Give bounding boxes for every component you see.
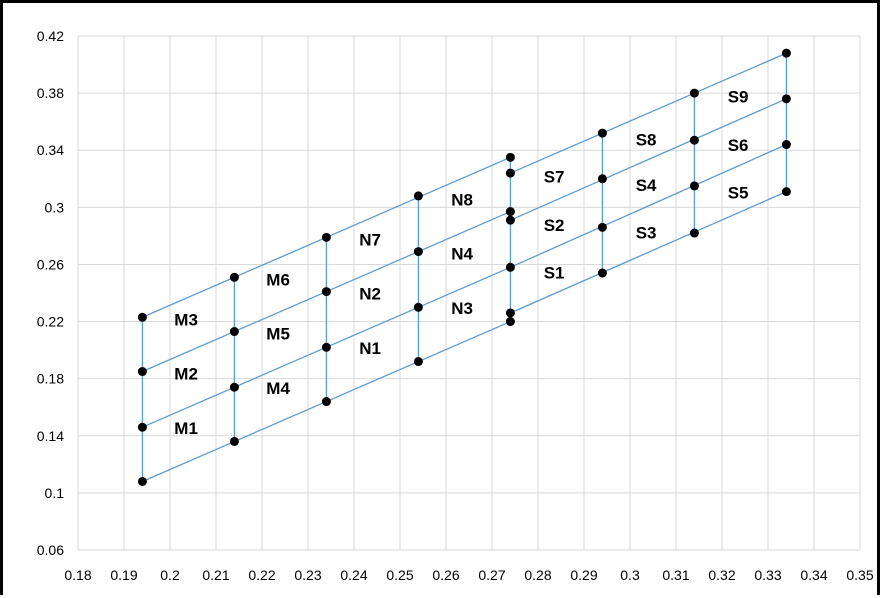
region-labels: M1 M2 M3 M4 M5 M6 N1 N2 N3 N4 N7 N8 S1 S2 S3 S4 S5 S6 S7 S8… xyxy=(174,88,748,438)
grid xyxy=(77,35,861,551)
data-point xyxy=(781,94,791,104)
region-label-n2: N2 xyxy=(359,285,381,304)
x-tick-label: 0.29 xyxy=(570,567,597,583)
data-point xyxy=(597,128,607,138)
data-point xyxy=(505,152,515,162)
data-point xyxy=(689,181,699,191)
data-point xyxy=(689,88,699,98)
data-point xyxy=(229,382,239,392)
x-axis-ticks: 0.18 0.19 0.2 0.21 0.22 0.23 0.24 0.25 0.26 0.27 0… xyxy=(64,567,873,583)
y-tick-label: 0.34 xyxy=(37,142,64,158)
region-label-m3: M3 xyxy=(174,310,198,329)
y-tick-label: 0.22 xyxy=(37,314,64,330)
y-tick-label: 0.14 xyxy=(37,428,64,444)
series-points xyxy=(137,48,791,486)
y-tick-label: 0.3 xyxy=(45,199,65,215)
data-point xyxy=(321,232,331,242)
region-label-n7: N7 xyxy=(359,230,381,249)
region-label-s2: S2 xyxy=(544,216,565,235)
region-label-m4: M4 xyxy=(266,379,290,398)
data-point xyxy=(413,247,423,257)
data-point xyxy=(321,287,331,297)
x-tick-label: 0.34 xyxy=(800,567,827,583)
x-tick-label: 0.2 xyxy=(160,567,180,583)
chart: 0.18 0.19 0.2 0.21 0.22 0.23 0.24 0.25 0.26 0.27 0… xyxy=(37,28,874,583)
data-point xyxy=(597,222,607,232)
data-point xyxy=(229,327,239,337)
data-point xyxy=(137,476,147,486)
data-point xyxy=(505,308,515,318)
x-tick-label: 0.25 xyxy=(386,567,413,583)
x-tick-label: 0.27 xyxy=(478,567,505,583)
data-point xyxy=(413,357,423,367)
data-point xyxy=(781,48,791,58)
x-tick-label: 0.23 xyxy=(294,567,321,583)
x-tick-label: 0.22 xyxy=(248,567,275,583)
x-tick-label: 0.32 xyxy=(708,567,735,583)
y-tick-label: 0.18 xyxy=(37,371,64,387)
region-label-m6: M6 xyxy=(266,270,290,289)
region-label-s4: S4 xyxy=(636,176,657,195)
data-point xyxy=(505,262,515,272)
data-point xyxy=(321,342,331,352)
x-tick-label: 0.24 xyxy=(340,567,367,583)
series-line-segment xyxy=(510,191,787,314)
region-label-s3: S3 xyxy=(636,223,657,242)
x-tick-label: 0.31 xyxy=(662,567,689,583)
data-point xyxy=(689,135,699,145)
data-point xyxy=(413,302,423,312)
region-label-n3: N3 xyxy=(451,299,473,318)
region-label-m2: M2 xyxy=(174,365,198,384)
region-label-s9: S9 xyxy=(728,88,749,107)
y-axis-ticks: 0.06 0.1 0.14 0.18 0.22 0.26 0.3 0.34 0.38 0.42 xyxy=(37,28,64,558)
region-label-s1: S1 xyxy=(544,263,565,282)
data-point xyxy=(137,312,147,322)
x-tick-label: 0.3 xyxy=(620,567,640,583)
data-point xyxy=(781,187,791,197)
region-label-s6: S6 xyxy=(728,136,749,155)
series-line-segment xyxy=(510,143,787,268)
series-line-segment xyxy=(510,98,787,221)
region-label-n8: N8 xyxy=(451,190,473,209)
region-label-n1: N1 xyxy=(359,339,381,358)
data-point xyxy=(505,317,515,327)
region-label-s7: S7 xyxy=(544,168,565,187)
x-tick-label: 0.28 xyxy=(524,567,551,583)
data-point xyxy=(505,168,515,178)
data-point xyxy=(229,272,239,282)
x-tick-label: 0.19 xyxy=(110,567,137,583)
data-point xyxy=(781,140,791,150)
y-tick-label: 0.06 xyxy=(37,542,64,558)
y-tick-label: 0.26 xyxy=(37,256,64,272)
data-point xyxy=(505,207,515,217)
region-label-m1: M1 xyxy=(174,419,198,438)
region-label-m5: M5 xyxy=(266,325,290,344)
y-tick-label: 0.42 xyxy=(37,28,64,44)
region-label-s5: S5 xyxy=(728,183,749,202)
x-tick-label: 0.21 xyxy=(202,567,229,583)
series-line-segment xyxy=(510,52,787,174)
x-tick-label: 0.35 xyxy=(846,567,873,583)
x-tick-label: 0.26 xyxy=(432,567,459,583)
series-lines xyxy=(141,52,788,483)
data-point xyxy=(505,215,515,225)
region-label-n4: N4 xyxy=(451,245,473,264)
data-point xyxy=(597,268,607,278)
data-point xyxy=(597,174,607,184)
x-tick-label: 0.18 xyxy=(64,567,91,583)
y-tick-label: 0.1 xyxy=(45,485,65,501)
x-tick-label: 0.33 xyxy=(754,567,781,583)
y-tick-label: 0.38 xyxy=(37,85,64,101)
data-point xyxy=(321,397,331,407)
data-point xyxy=(689,228,699,238)
data-point xyxy=(413,191,423,201)
data-point xyxy=(137,422,147,432)
region-label-s8: S8 xyxy=(636,131,657,150)
data-point xyxy=(137,367,147,377)
data-point xyxy=(229,436,239,446)
